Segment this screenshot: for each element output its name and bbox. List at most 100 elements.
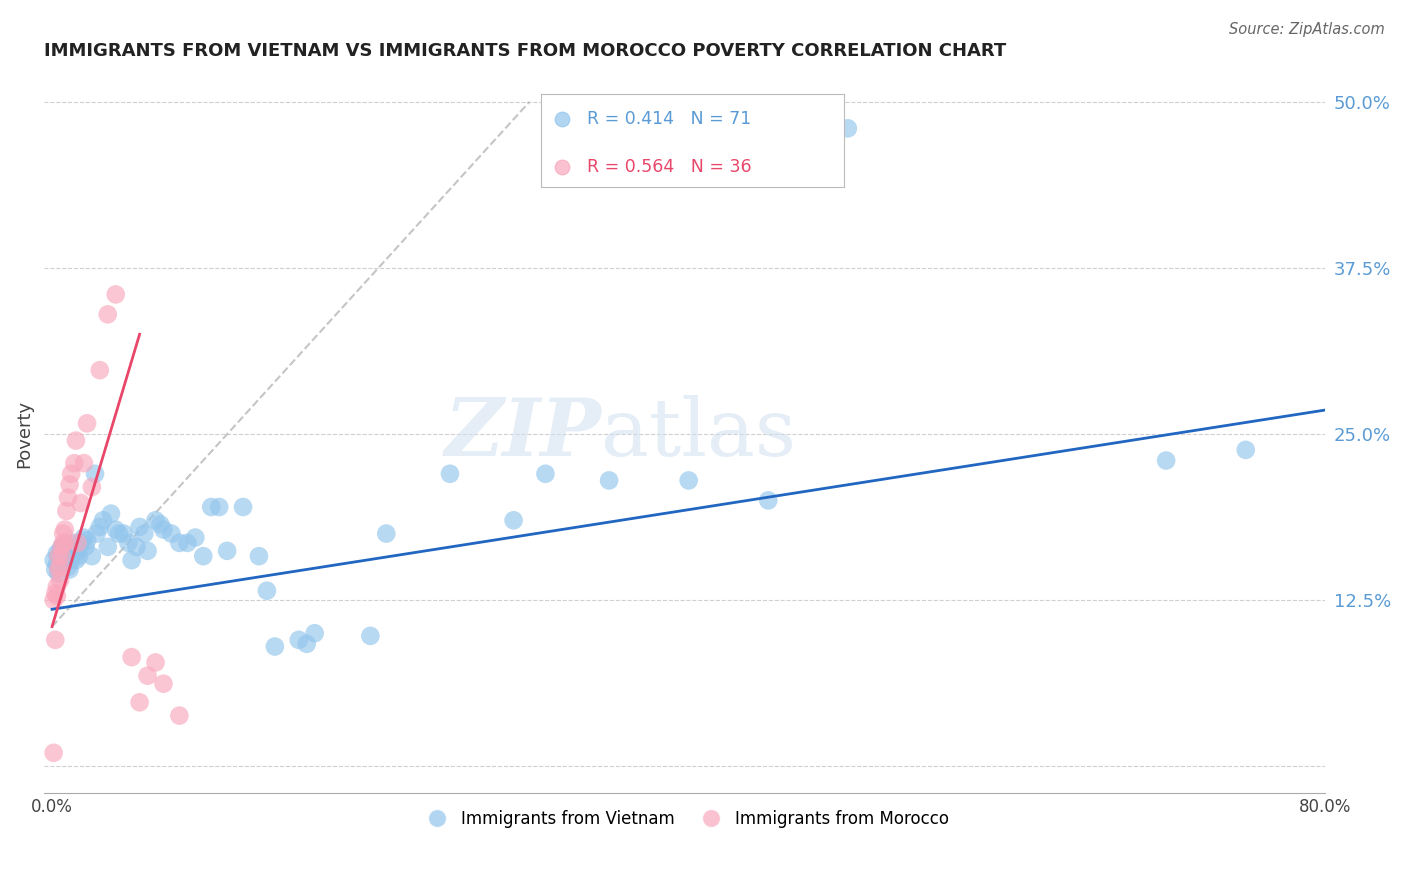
Point: [125, 540, 148, 554]
Point: [42, 553, 65, 567]
Point: [264, 640, 287, 654]
Point: [104, 287, 127, 301]
Point: [58, 477, 80, 491]
Text: R = 0.414   N = 71: R = 0.414 N = 71: [586, 110, 751, 128]
Point: [67, 549, 90, 563]
Point: [84, 467, 107, 481]
Point: [359, 629, 381, 643]
Point: [52, 557, 75, 571]
Point: [89, 363, 111, 377]
Point: [60, 467, 83, 481]
Point: [48, 549, 70, 563]
Point: [217, 544, 239, 558]
Point: [53, 536, 76, 550]
Point: [134, 526, 156, 541]
Point: [121, 650, 143, 665]
Point: [256, 583, 278, 598]
Legend: Immigrants from Vietnam, Immigrants from Morocco: Immigrants from Vietnam, Immigrants from…: [415, 803, 955, 835]
Point: [62, 547, 84, 561]
Point: [104, 523, 127, 537]
Point: [502, 513, 524, 527]
Point: [65, 434, 87, 448]
Point: [176, 536, 198, 550]
Point: [152, 676, 174, 690]
Point: [80, 480, 103, 494]
Point: [63, 456, 86, 470]
Point: [58, 562, 80, 576]
Point: [49, 559, 72, 574]
Point: [149, 517, 172, 532]
Point: [44, 586, 66, 600]
Point: [69, 536, 91, 550]
Point: [598, 474, 620, 488]
Point: [97, 307, 120, 321]
Point: [51, 540, 73, 554]
Point: [65, 553, 87, 567]
Point: [304, 626, 326, 640]
Text: IMMIGRANTS FROM VIETNAM VS IMMIGRANTS FROM MOROCCO POVERTY CORRELATION CHART: IMMIGRANTS FROM VIETNAM VS IMMIGRANTS FR…: [44, 42, 1007, 60]
Point: [439, 467, 461, 481]
Point: [49, 544, 72, 558]
Point: [48, 562, 70, 576]
Point: [160, 526, 183, 541]
Point: [51, 553, 73, 567]
Point: [45, 580, 67, 594]
Point: [193, 549, 215, 563]
Point: [48, 549, 70, 563]
Point: [42, 746, 65, 760]
Point: [66, 536, 89, 550]
Point: [75, 540, 97, 554]
Point: [551, 112, 574, 126]
Point: [145, 656, 167, 670]
Point: [121, 553, 143, 567]
Point: [56, 559, 79, 574]
Point: [56, 491, 79, 505]
Point: [108, 526, 131, 541]
Point: [295, 637, 318, 651]
Y-axis label: Poverty: Poverty: [15, 400, 32, 468]
Point: [136, 669, 159, 683]
Point: [45, 547, 67, 561]
Point: [73, 531, 96, 545]
Point: [97, 540, 120, 554]
Point: [89, 520, 111, 534]
Point: [184, 531, 207, 545]
Point: [86, 526, 108, 541]
Point: [534, 467, 557, 481]
Point: [145, 513, 167, 527]
Point: [100, 507, 122, 521]
Point: [128, 520, 150, 534]
Point: [117, 536, 139, 550]
Point: [232, 500, 254, 514]
Point: [45, 557, 67, 571]
Point: [76, 417, 98, 431]
Point: [169, 708, 191, 723]
Point: [247, 549, 270, 563]
Point: [55, 504, 77, 518]
Point: [375, 526, 398, 541]
Point: [51, 549, 73, 563]
Point: [169, 536, 191, 550]
Point: [51, 540, 73, 554]
Point: [48, 566, 70, 581]
Point: [678, 474, 700, 488]
Point: [551, 160, 574, 174]
Point: [66, 544, 89, 558]
Point: [44, 632, 66, 647]
Point: [112, 526, 135, 541]
Point: [44, 562, 66, 576]
Point: [53, 549, 76, 563]
Point: [60, 553, 83, 567]
Point: [152, 523, 174, 537]
Point: [42, 593, 65, 607]
Text: Source: ZipAtlas.com: Source: ZipAtlas.com: [1229, 22, 1385, 37]
Point: [53, 523, 76, 537]
Point: [80, 549, 103, 563]
Text: R = 0.564   N = 36: R = 0.564 N = 36: [586, 158, 751, 176]
Point: [287, 632, 309, 647]
Point: [837, 121, 859, 136]
Point: [49, 573, 72, 587]
Point: [91, 513, 114, 527]
Point: [45, 589, 67, 603]
Point: [52, 526, 75, 541]
